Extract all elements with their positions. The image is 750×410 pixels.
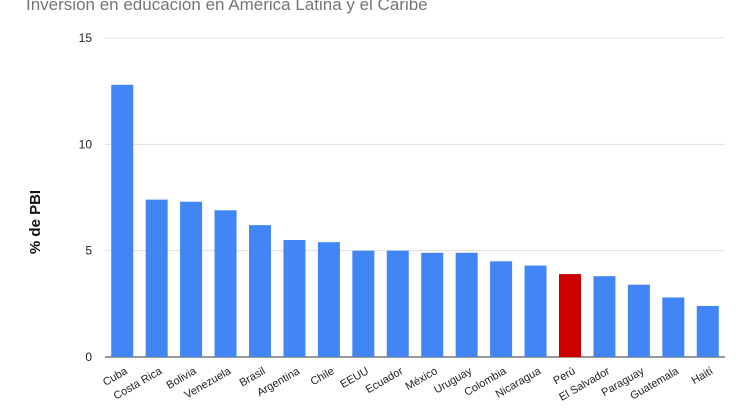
bar [214,210,237,357]
bar [145,199,168,357]
y-tick-label: 15 [79,31,93,45]
x-tick-label: Chile [309,365,337,388]
bar [180,201,203,357]
chart-title: Inversión en educación en América Latina… [26,0,428,14]
bar [421,252,444,357]
bar [662,297,685,357]
y-axis-label: % de PBI [27,190,44,254]
bar [283,240,306,357]
x-tick-label: Haití [690,365,716,387]
bar [352,250,375,357]
bar [490,261,513,357]
bar [249,225,271,357]
bar [559,274,581,357]
bar [593,276,616,357]
bar [317,242,340,357]
bar [627,284,650,357]
y-tick-label: 10 [79,137,93,151]
bar [111,84,134,357]
y-tick-label: 0 [85,350,92,364]
y-tick-label: 5 [85,244,92,258]
bar [524,265,547,357]
x-tick-label: Ecuador [364,365,406,396]
bar [455,252,478,357]
bar [696,305,719,357]
bar [386,250,409,357]
